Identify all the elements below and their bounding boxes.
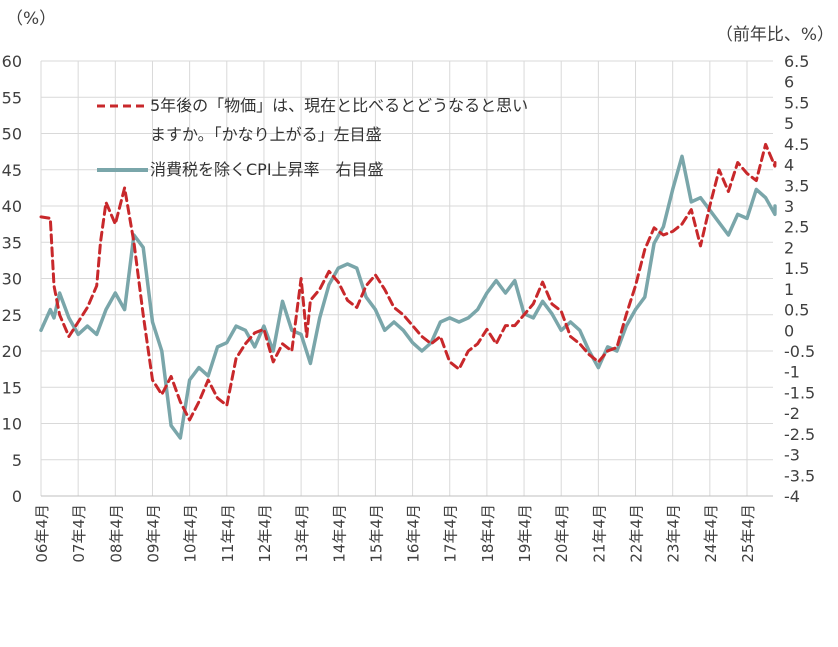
right-tick-label: 4 xyxy=(784,156,794,175)
right-tick-label: 0.5 xyxy=(784,301,809,320)
left-tick-label: 60 xyxy=(2,52,22,71)
x-tick-label: 11年4月 xyxy=(219,504,237,563)
legend-label-cpi: 消費税を除くCPI上昇率 右目盛 xyxy=(150,160,384,179)
right-tick-label: -4 xyxy=(784,487,800,506)
right-tick-label: 6 xyxy=(784,73,794,92)
left-tick-label: 10 xyxy=(2,415,22,434)
x-tick-label: 16年4月 xyxy=(405,504,423,563)
x-tick-label: 20年4月 xyxy=(553,504,571,563)
right-tick-label: 2.5 xyxy=(784,218,809,237)
right-tick-label: -0.5 xyxy=(784,342,815,361)
x-tick-label: 10年4月 xyxy=(182,504,200,563)
right-tick-label: 5 xyxy=(784,114,794,133)
x-tick-label: 21年4月 xyxy=(590,504,608,563)
series-line-expectation xyxy=(39,142,777,422)
right-tick-label: 0 xyxy=(784,321,794,340)
legend-label-expectation-line1: 5年後の「物価」は、現在と比べるとどうなると思い xyxy=(150,96,528,115)
right-tick-label: 1 xyxy=(784,280,794,299)
left-tick-label: 25 xyxy=(2,306,22,325)
right-axis-unit: （前年比、%） xyxy=(716,25,834,45)
left-axis: 0 5 10 15 20 25 30 35 40 45 50 55 60 xyxy=(2,52,22,506)
left-tick-label: 20 xyxy=(2,342,22,361)
right-tick-label: 5.5 xyxy=(784,93,809,112)
right-tick-label: 4.5 xyxy=(784,135,809,154)
right-tick-label: -1 xyxy=(784,363,800,382)
left-tick-label: 55 xyxy=(2,88,22,107)
x-axis: 06年4月 07年4月 08年4月 09年4月 10年4月 11年4月 12年4月 13年4月… xyxy=(33,495,773,563)
gridlines xyxy=(40,60,773,497)
series-lines xyxy=(39,142,777,440)
left-tick-label: 30 xyxy=(2,270,22,289)
legend: 5年後の「物価」は、現在と比べるとどうなると思い ますか。「かなり上がる」左目盛… xyxy=(97,96,528,179)
left-tick-label: 0 xyxy=(12,487,22,506)
left-tick-label: 5 xyxy=(12,451,22,470)
left-tick-label: 45 xyxy=(2,161,22,180)
x-tick-label: 19年4月 xyxy=(516,504,534,563)
x-tick-label: 13年4月 xyxy=(293,504,311,563)
x-tick-label: 25年4月 xyxy=(739,504,757,563)
left-tick-label: 40 xyxy=(2,197,22,216)
x-tick-label: 15年4月 xyxy=(367,504,385,563)
x-tick-label: 08年4月 xyxy=(107,504,125,563)
legend-label-expectation-line2: ますか。「かなり上がる」左目盛 xyxy=(150,125,382,144)
right-tick-label: 2 xyxy=(784,238,794,257)
left-tick-label: 50 xyxy=(2,125,22,144)
right-tick-label: -3 xyxy=(784,446,800,465)
right-tick-label: -2 xyxy=(784,404,800,423)
right-tick-label: 1.5 xyxy=(784,259,809,278)
right-tick-label: 3.5 xyxy=(784,176,809,195)
right-tick-label: -2.5 xyxy=(784,425,815,444)
right-tick-label: 6.5 xyxy=(784,52,809,71)
x-tick-label: 24年4月 xyxy=(702,504,720,563)
x-tick-label: 14年4月 xyxy=(330,504,348,563)
right-tick-label: -3.5 xyxy=(784,466,815,485)
right-axis: -4 -3.5-3 -2.5 -2 -1.5-1 -0.5 00.5 1 1.5 22.5 3 3.5… xyxy=(784,52,815,506)
left-tick-label: 35 xyxy=(2,233,22,252)
right-tick-label: 3 xyxy=(784,197,794,216)
x-tick-label: 22年4月 xyxy=(628,504,646,563)
x-tick-label: 06年4月 xyxy=(33,504,51,563)
series-line-cpi xyxy=(39,154,777,440)
right-tick-label: -1.5 xyxy=(784,383,815,402)
x-tick-label: 23年4月 xyxy=(665,504,683,563)
x-tick-label: 07年4月 xyxy=(70,504,88,563)
left-axis-unit: （%） xyxy=(6,9,56,29)
left-tick-label: 15 xyxy=(2,378,22,397)
x-tick-label: 17年4月 xyxy=(442,504,460,563)
x-tick-label: 09年4月 xyxy=(144,504,162,563)
x-tick-label: 12年4月 xyxy=(256,504,274,563)
x-tick-label: 18年4月 xyxy=(479,504,497,563)
